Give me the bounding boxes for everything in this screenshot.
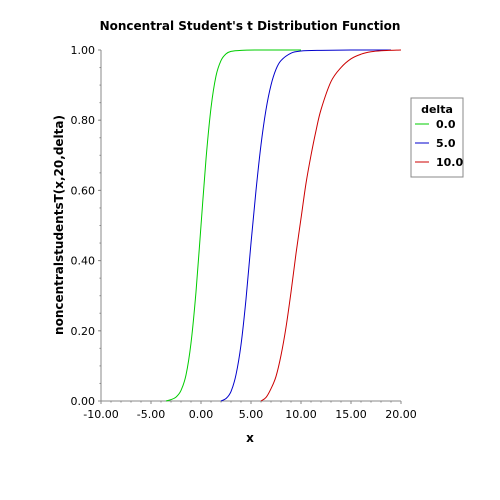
x-tick-label: 20.00 [385,408,417,421]
x-tick-label: 10.00 [285,408,317,421]
x-tick-label: -5.00 [137,408,165,421]
y-axis-label: noncentralstudentsT(x,20,delta) [52,115,66,335]
x-axis-label: x [246,431,254,445]
x-tick-label: -10.00 [83,408,118,421]
legend-items: 0.0 5.0 10.0 [415,118,463,169]
legend-label: 0.0 [436,118,456,131]
series-line-10-0 [260,49,402,402]
x-tick-label: 5.00 [239,408,264,421]
y-tick-label: 1.00 [71,44,96,57]
series-line-0-0 [165,49,302,402]
x-axis: -10.00 -5.00 0.00 5.00 10.00 15.00 20.00 [83,400,417,421]
legend-label: 5.0 [436,137,456,150]
legend-title: delta [421,103,453,116]
legend-box [410,97,464,178]
y-axis: 0.00 0.20 0.40 0.60 0.80 1.00 [71,44,102,408]
series-line-5-0 [220,49,392,402]
legend-label: 10.0 [436,156,463,169]
y-tick-label: 0.20 [71,325,96,338]
legend: delta 0.0 5.0 10.0 [410,97,464,178]
y-tick-label: 0.40 [71,255,96,268]
x-tick-label: 0.00 [189,408,214,421]
chart-title: Noncentral Student's t Distribution Func… [100,19,401,33]
y-tick-label: 0.80 [71,114,96,127]
x-tick-label: 15.00 [335,408,367,421]
y-tick-label: 0.60 [71,184,96,197]
y-tick-label: 0.00 [71,395,96,408]
series-layer [165,49,402,402]
